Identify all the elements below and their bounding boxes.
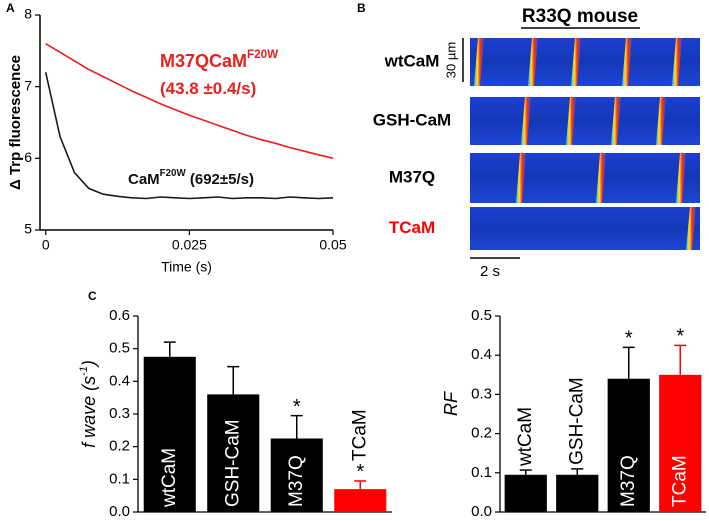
panel-c-left: 0.0 0.1 0.2 0.3 0.4 0.5 0.6 f wave (s-1) wtCaM GS… — [78, 307, 392, 520]
y-tick-label: 0.5 — [109, 340, 130, 357]
category-label: wtCaM — [159, 448, 180, 508]
significance-marker: * — [293, 396, 301, 418]
panel-label: B — [357, 1, 366, 15]
kymograph — [470, 97, 700, 145]
y-axis-label-text: f wave (s — [79, 376, 99, 448]
annotation: CaMF20W (692±5/s) — [128, 168, 254, 188]
y-axis-label: RF — [441, 391, 461, 416]
y-tick-label: 6 — [24, 149, 32, 165]
calcium-wave — [676, 153, 686, 203]
calcium-wave — [596, 153, 606, 203]
calcium-wave — [521, 97, 531, 145]
row-label: GSH-CaM — [373, 110, 451, 129]
bar — [270, 438, 323, 512]
y-tick-label: 0.1 — [109, 470, 130, 487]
x-axis-label: Time (s) — [161, 259, 212, 275]
y-tick-label: 0.3 — [471, 385, 492, 402]
panel-label: A — [6, 1, 15, 15]
y-tick-label: 0.0 — [109, 503, 130, 520]
annotation-tail: (692±5/s) — [186, 171, 254, 188]
annotation-text: CaM — [128, 171, 160, 188]
kymograph — [470, 38, 700, 86]
y-tick-label: 0.2 — [109, 438, 130, 455]
category-label: GSH-CaM — [222, 419, 243, 507]
calcium-wave — [516, 153, 526, 203]
y-tick-label: 0.5 — [471, 307, 492, 324]
significance-marker: * — [625, 328, 633, 350]
calcium-wave — [571, 38, 581, 86]
category-label: M37Q — [618, 455, 639, 507]
calcium-wave — [611, 97, 621, 145]
y-tick-label: 5 — [24, 221, 32, 237]
calcium-wave — [566, 97, 576, 145]
annotation-text: (43.8 ±0.4/s) — [160, 79, 256, 98]
bar — [207, 394, 260, 512]
significance-marker: * — [676, 326, 684, 348]
category-label: GSH-CaM — [566, 377, 587, 465]
series-line — [45, 43, 334, 160]
scale-label-x: 2 s — [480, 263, 500, 280]
category-label: M37Q — [286, 455, 307, 507]
annotation: M37QCaMF20W — [160, 48, 279, 71]
scale-label-y: 30 µm — [443, 42, 458, 78]
bar — [659, 374, 702, 512]
y-axis-label: Δ Trp fluorescence — [7, 55, 24, 190]
annotation-sup: F20W — [160, 168, 187, 179]
row-label: M37Q — [389, 167, 435, 186]
y-axis-label: f wave (s-1) — [78, 360, 99, 448]
y-tick-label: 0.3 — [109, 405, 130, 422]
calcium-wave — [686, 207, 696, 250]
annotation-sup: F20W — [247, 48, 279, 61]
y-tick-label: 0.1 — [471, 464, 492, 481]
calcium-wave — [622, 38, 632, 86]
bar — [556, 474, 599, 512]
y-tick-label: 0.0 — [471, 503, 492, 520]
y-tick-label: 0.6 — [109, 307, 130, 324]
bar — [334, 489, 387, 512]
row-label: wtCaM — [384, 51, 440, 70]
category-label: wtCaM — [515, 407, 536, 467]
panel-a: 5 6 7 8 0 0.025 0.05 Time (s) Δ Trp fluorescence… — [7, 6, 347, 275]
annotation-text: M37QCaM — [160, 51, 247, 71]
panel-title: R33Q mouse — [522, 6, 638, 27]
calcium-wave — [474, 38, 484, 86]
bar — [143, 356, 196, 512]
calcium-wave — [528, 38, 538, 86]
category-label: TCaM — [349, 409, 370, 461]
category-label: TCaM — [669, 455, 690, 507]
panel-label: C — [88, 289, 97, 303]
calcium-wave — [656, 97, 666, 145]
x-tick-label: 0.025 — [172, 237, 207, 253]
y-tick-label: 0.4 — [471, 346, 492, 363]
y-tick-label: 0.2 — [471, 425, 492, 442]
significance-marker: * — [356, 461, 364, 483]
row-label: TCaM — [389, 218, 435, 237]
annotation: (43.8 ±0.4/s) — [160, 79, 256, 98]
kymograph — [470, 207, 700, 250]
x-tick-label: 0.05 — [319, 237, 346, 253]
calcium-wave — [672, 38, 682, 86]
series-line — [44, 72, 334, 200]
y-axis-label-text: RF — [441, 391, 461, 416]
panel-b: R33Q mouse wtCaM GSH-CaM M37Q TCaM 30 µm 2 s — [373, 6, 700, 280]
y-axis-label-sup: -1 — [78, 366, 90, 376]
bar — [607, 378, 650, 512]
y-axis-label-tail: ) — [79, 360, 99, 368]
y-tick-label: 0.4 — [109, 372, 130, 389]
y-tick-label: 7 — [24, 77, 32, 93]
kymograph — [470, 153, 700, 203]
x-tick-label: 0 — [42, 237, 50, 253]
bar — [504, 474, 547, 512]
panel-c-right: 0.0 0.1 0.2 0.3 0.4 0.5 RF wtCaM GSH-CaM * M37Q * TC… — [441, 307, 706, 520]
y-tick-label: 8 — [24, 6, 32, 22]
